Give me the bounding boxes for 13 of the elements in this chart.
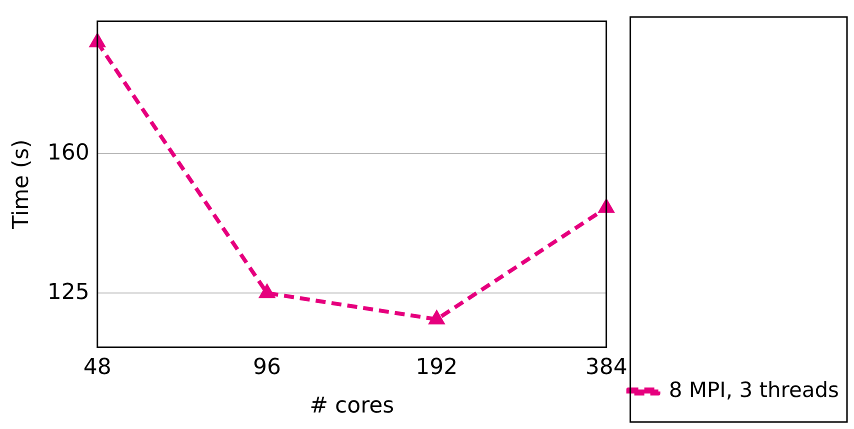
point xyxy=(429,311,444,324)
x-tick-label: 48 xyxy=(83,355,112,380)
point xyxy=(260,285,274,298)
point xyxy=(599,200,614,213)
y-tick-label: 125 xyxy=(47,280,90,305)
x-tick-label: 96 xyxy=(253,355,282,380)
x-tick-label: 384 xyxy=(585,355,628,380)
y-tick-label: 160 xyxy=(47,140,90,166)
x-tick-label: 192 xyxy=(416,355,458,380)
x-axis-title: # cores xyxy=(310,394,394,419)
y-axis-title: Time (s) xyxy=(8,139,34,230)
legend-label: 8 MPI, 3 threads xyxy=(668,378,840,402)
point xyxy=(90,34,105,48)
